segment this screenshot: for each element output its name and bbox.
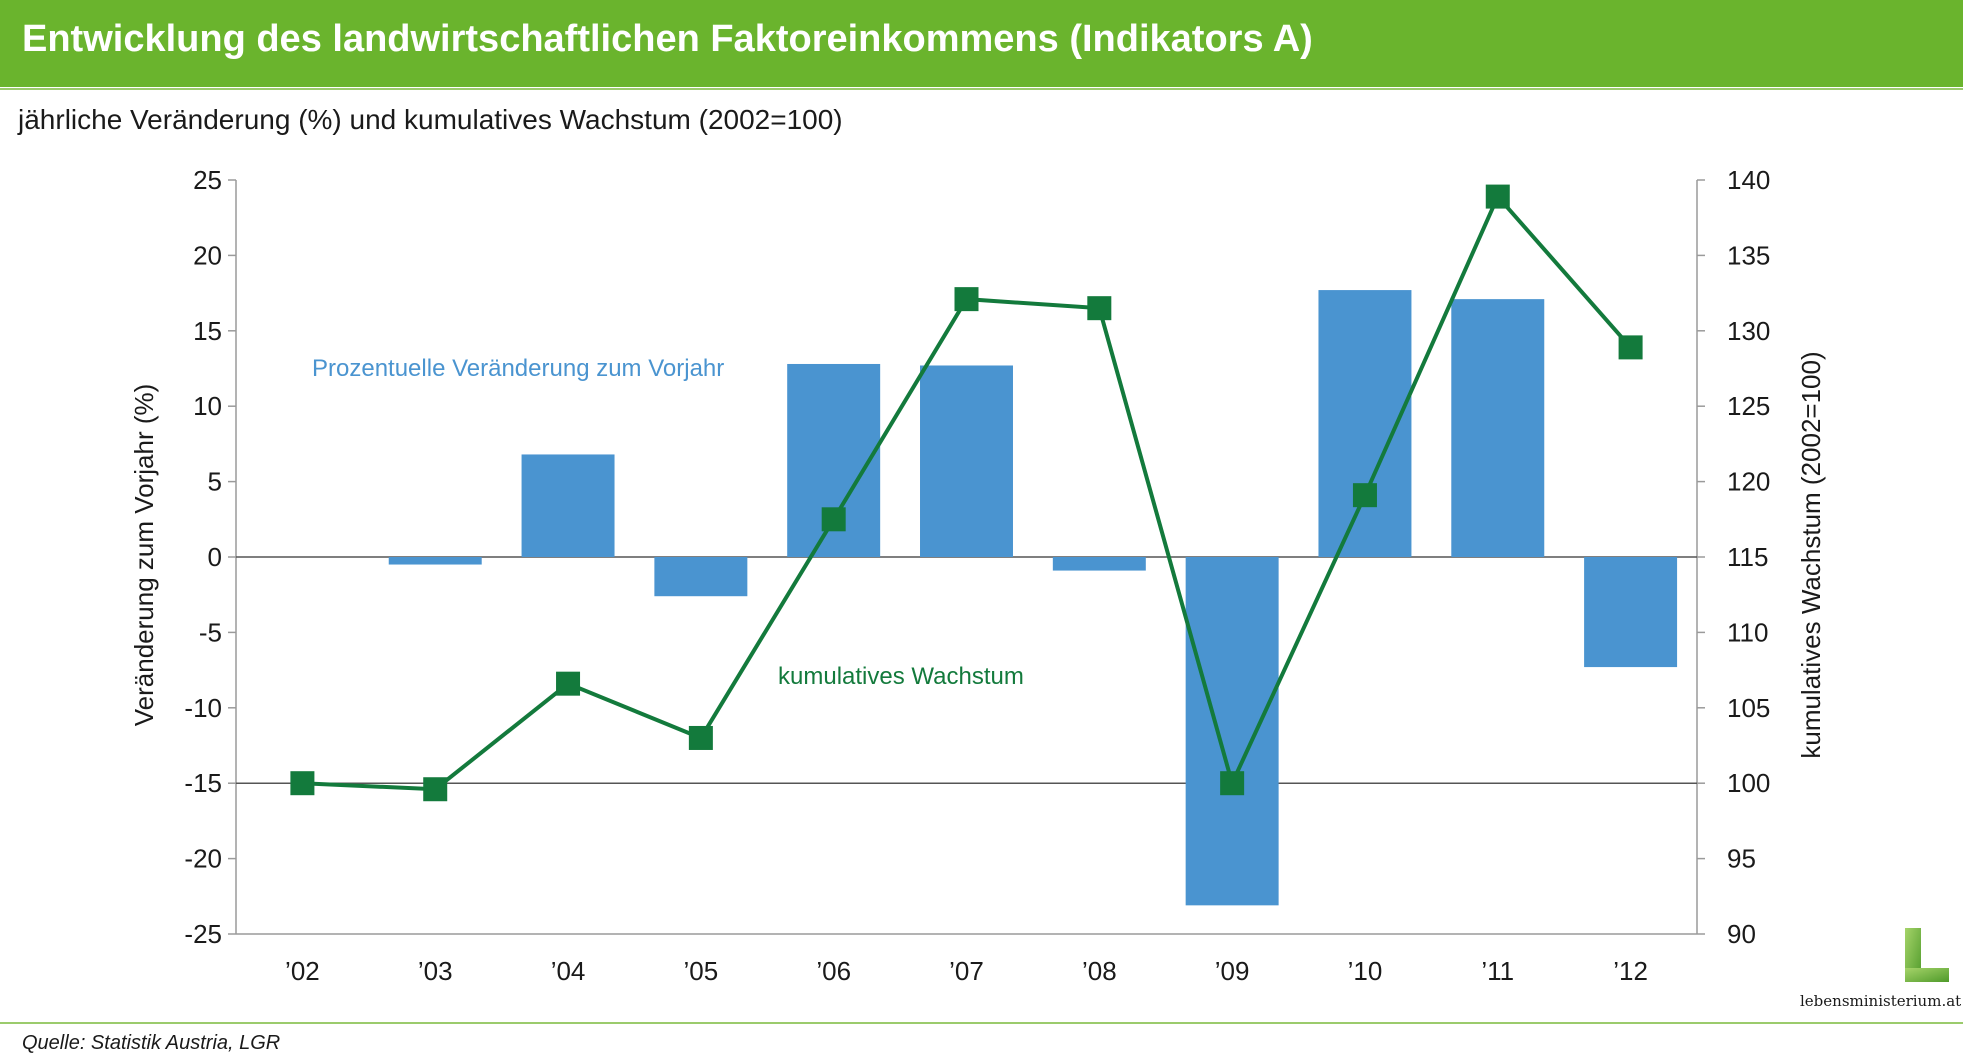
line-marker: [1618, 335, 1643, 360]
y-axis-title: Veränderung zum Vorjahr (%): [129, 384, 159, 727]
line-marker: [556, 671, 581, 696]
y2-tick-label: 90: [1727, 919, 1756, 949]
line-marker: [423, 777, 448, 802]
y-tick-label: -20: [184, 844, 222, 874]
y-tick-label: -10: [184, 693, 222, 723]
y2-tick-label: 100: [1727, 768, 1770, 798]
y-tick-label: 10: [193, 391, 222, 421]
x-tick-label: ’12: [1613, 956, 1648, 986]
y2-tick-label: 140: [1727, 165, 1770, 195]
y-tick-label: -15: [184, 768, 222, 798]
bar: [920, 365, 1013, 557]
x-tick-label: ’03: [418, 956, 453, 986]
footer-divider: [0, 1022, 1963, 1024]
y2-tick-label: 125: [1727, 391, 1770, 421]
y2-tick-label: 110: [1727, 617, 1768, 647]
x-tick-label: ’10: [1348, 956, 1383, 986]
x-tick-label: ’11: [1481, 956, 1514, 986]
bar: [1584, 557, 1678, 668]
line-marker: [1220, 771, 1245, 796]
x-tick-label: ’06: [816, 956, 851, 986]
chart-title: Entwicklung des landwirtschaftlichen Fak…: [22, 18, 1313, 60]
y-tick-label: 0: [208, 542, 222, 572]
line-marker: [688, 725, 713, 750]
x-tick-label: ’09: [1215, 956, 1250, 986]
y2-tick-label: 135: [1727, 240, 1770, 270]
bar: [1185, 557, 1279, 906]
line-marker: [1087, 296, 1112, 321]
bar: [1052, 557, 1146, 571]
y-tick-label: 15: [193, 316, 222, 346]
green-l-logo-icon: [1905, 928, 1949, 982]
y-tick-label: -25: [184, 919, 222, 949]
bar: [1451, 299, 1545, 557]
bar: [388, 557, 482, 565]
y2-tick-label: 115: [1727, 542, 1768, 572]
x-tick-label: ’07: [949, 956, 984, 986]
line-series: [290, 184, 1643, 802]
bar-series: [388, 290, 1678, 906]
line-marker: [290, 771, 315, 796]
y2-axis-title: kumulatives Wachstum (2002=100): [1796, 351, 1826, 758]
y-tick-label: 5: [208, 467, 222, 497]
line-marker: [1485, 184, 1510, 209]
y2-tick-label: 105: [1727, 693, 1770, 723]
chart-area: 2520151050-5-10-15-20-251401351301251201…: [129, 165, 1826, 986]
chart-subtitle: jährliche Veränderung (%) und kumulative…: [18, 104, 843, 135]
line-marker: [1352, 483, 1377, 508]
line-marker: [821, 507, 846, 532]
y2-tick-label: 95: [1727, 844, 1756, 874]
y2-tick-label: 120: [1727, 467, 1770, 497]
bar-series-label: Prozentuelle Veränderung zum Vorjahr: [312, 355, 724, 382]
bar: [654, 557, 748, 597]
y2-tick-label: 130: [1727, 316, 1770, 346]
x-tick-label: ’02: [285, 956, 320, 986]
x-tick-label: ’05: [684, 956, 719, 986]
logo-text: lebensministerium.at: [1800, 992, 1962, 1010]
x-tick-label: ’04: [551, 956, 586, 986]
line-series-label: kumulatives Wachstum: [778, 663, 1024, 690]
source-note: Quelle: Statistik Austria, LGR: [22, 1032, 281, 1054]
bar: [521, 454, 615, 557]
y-tick-label: 20: [193, 240, 222, 270]
line-marker: [954, 287, 979, 312]
header-bar: Entwicklung des landwirtschaftlichen Fak…: [0, 0, 1963, 87]
y-tick-label: 25: [193, 165, 222, 195]
header-divider: [0, 88, 1963, 90]
chart-labels: Prozentuelle Veränderung zum Vorjahr kum…: [129, 351, 1826, 758]
x-tick-label: ’08: [1082, 956, 1117, 986]
y-tick-label: -5: [199, 617, 222, 647]
